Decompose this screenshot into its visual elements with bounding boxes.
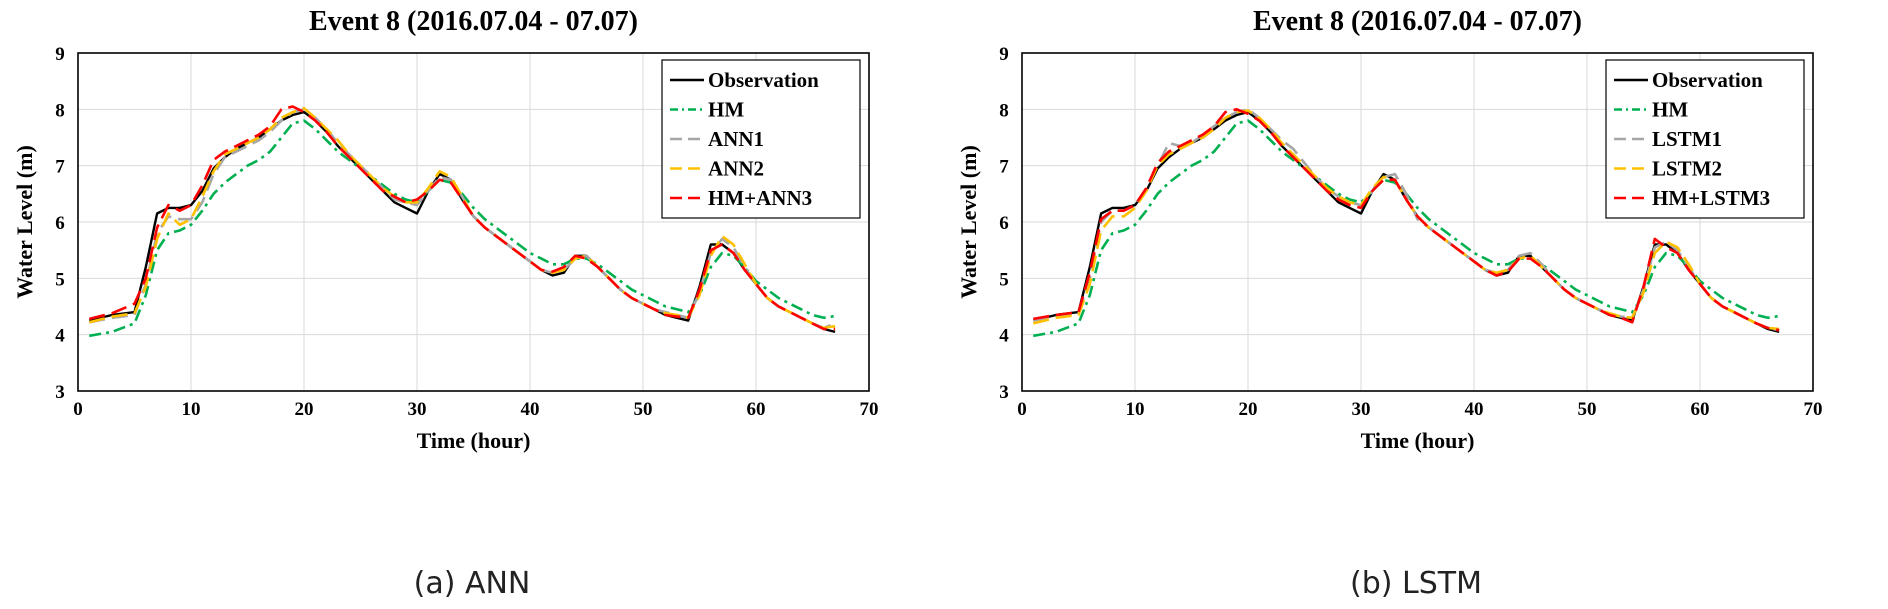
x-tick-label: 50 — [1578, 399, 1597, 420]
y-tick-label: 9 — [999, 44, 1009, 65]
x-tick-label: 40 — [521, 399, 540, 420]
series-line-hm — [1033, 119, 1780, 338]
legend: Observation HM LSTM1 LSTM2 HM+LSTM3 — [1605, 59, 1805, 219]
y-tick-label: 9 — [55, 44, 65, 65]
series-lines — [88, 105, 836, 338]
y-tick-label: 6 — [55, 213, 65, 234]
x-tick-label: 60 — [1691, 399, 1710, 420]
x-axis-label: Time (hour) — [1361, 428, 1475, 453]
y-tick-label: 7 — [55, 157, 65, 178]
series-lines — [1032, 108, 1780, 338]
caption-lstm: (b) LSTM — [1350, 566, 1482, 601]
legend-entry: HM — [708, 98, 744, 122]
chart-ann: 0 10 20 30 40 50 60 70 3 4 5 6 7 8 9 Event 8 (2016.07.0… — [12, 6, 879, 453]
legend-entry: ANN1 — [708, 127, 764, 151]
x-tick-label: 70 — [1804, 399, 1823, 420]
x-tick-label: 40 — [1465, 399, 1484, 420]
series-line-lstm2 — [1032, 109, 1780, 331]
legend-entry: Observation — [708, 68, 819, 92]
y-tick-label: 5 — [55, 269, 65, 290]
series-line-ann1 — [89, 108, 836, 330]
x-tick-label: 0 — [1017, 399, 1027, 420]
caption-ann: (a) ANN — [413, 566, 531, 601]
chart-lstm: 0 10 20 30 40 50 60 70 3 4 5 6 7 8 9 Event 8 (2016.07.0… — [956, 6, 1823, 453]
x-tick-label: 10 — [182, 399, 201, 420]
x-tick-label: 50 — [634, 399, 653, 420]
y-tick-label: 6 — [999, 213, 1009, 234]
y-tick-label: 8 — [999, 100, 1009, 121]
x-tick-label: 60 — [747, 399, 766, 420]
legend-entry: ANN2 — [708, 157, 764, 181]
plot-frame — [77, 52, 870, 392]
x-tick-label: 0 — [73, 399, 83, 420]
y-tick-label: 4 — [999, 326, 1009, 347]
y-tick-label: 8 — [55, 100, 65, 121]
x-tick-label: 20 — [295, 399, 314, 420]
legend-entry: LSTM1 — [1652, 127, 1722, 151]
x-tick-label: 10 — [1126, 399, 1145, 420]
legend-entry: HM — [1652, 98, 1688, 122]
x-tick-label: 70 — [860, 399, 879, 420]
series-line-hm-lstm3 — [1033, 108, 1780, 332]
series-line-lstm1 — [1033, 108, 1780, 332]
x-tick-label: 30 — [408, 399, 427, 420]
y-tick-label: 4 — [55, 326, 65, 347]
y-axis-label: Water Level (m) — [12, 145, 37, 299]
plot-frame — [1021, 52, 1814, 392]
legend-entry: Observation — [1652, 68, 1763, 92]
series-line-hm — [89, 119, 836, 338]
chart-title: Event 8 (2016.07.04 - 07.07) — [309, 6, 638, 37]
legend-entry: HM+ANN3 — [708, 186, 812, 210]
series-line-hm-ann3 — [88, 105, 836, 331]
y-axis-label: Water Level (m) — [956, 145, 981, 299]
chart-panel-lstm: 0 10 20 30 40 50 60 70 3 4 5 6 7 8 9 Event 8 (2016.07.0… — [944, 0, 1888, 609]
legend-entry: LSTM2 — [1652, 157, 1722, 181]
x-tick-label: 20 — [1239, 399, 1258, 420]
y-tick-label: 3 — [999, 382, 1009, 403]
y-tick-label: 7 — [999, 157, 1009, 178]
x-tick-label: 30 — [1352, 399, 1371, 420]
chart-panel-ann: 0 10 20 30 40 50 60 70 3 4 5 6 7 8 9 Event 8 (2016.07.0… — [12, 6, 879, 601]
legend-entry: HM+LSTM3 — [1652, 186, 1770, 210]
x-axis-label: Time (hour) — [417, 428, 531, 453]
chart-title: Event 8 (2016.07.04 - 07.07) — [1253, 6, 1582, 37]
legend: Observation HM ANN1 ANN2 HM+ANN3 — [661, 59, 861, 219]
y-tick-label: 3 — [55, 382, 65, 403]
y-tick-label: 5 — [999, 269, 1009, 290]
